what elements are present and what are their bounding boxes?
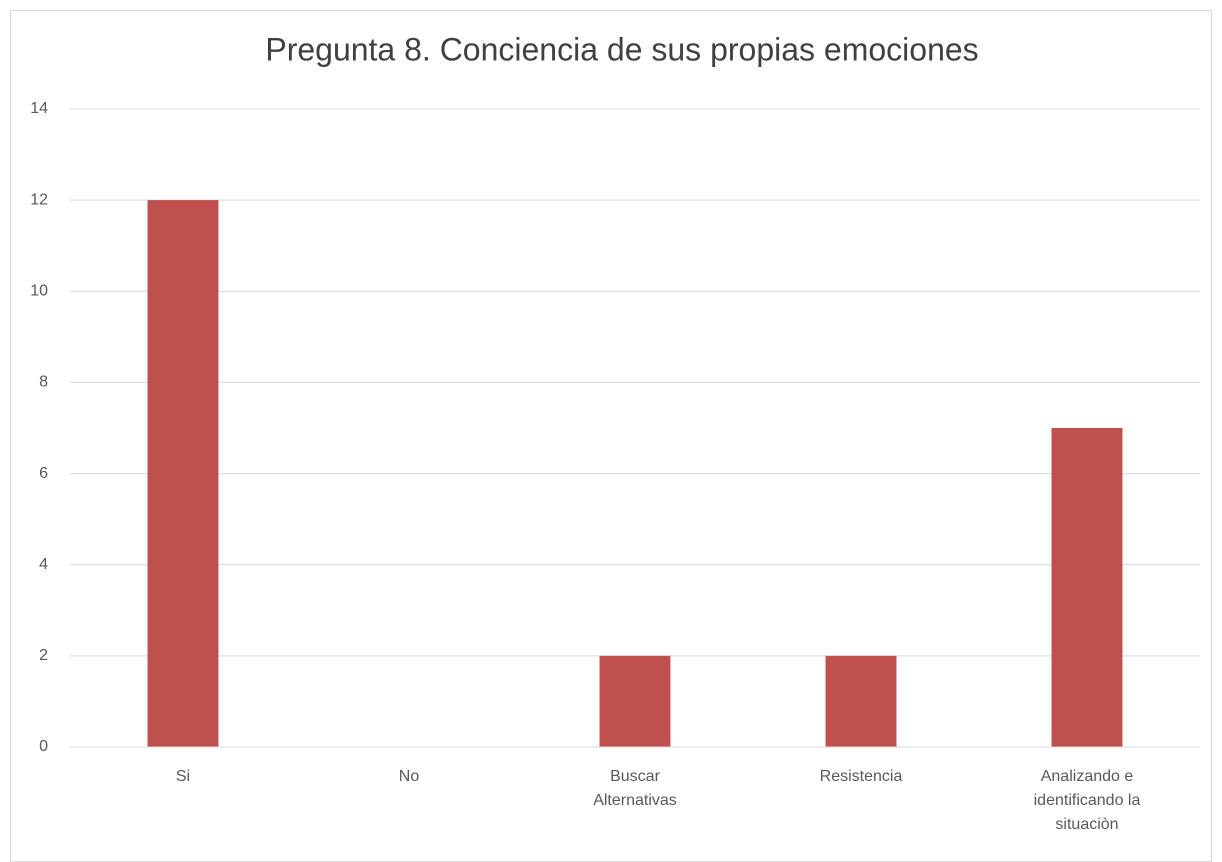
y-tick-label: 0 [39,738,48,755]
y-tick-label: 10 [30,283,48,300]
x-tick-label: No [399,768,420,785]
y-tick-label: 4 [39,556,48,573]
chart-title: Pregunta 8. Conciencia de sus propias em… [265,31,978,67]
x-tick-label: Analizando e identificando la situaciòn [1034,768,1141,833]
bar [599,655,671,747]
bar [147,200,219,748]
y-tick-label: 6 [39,465,48,482]
x-tick-label: Buscar Alternativas [593,768,677,809]
y-tick-label: 12 [30,191,48,208]
x-tick-label: Si [176,768,190,785]
y-tick-label: 2 [39,647,48,664]
y-tick-label: 8 [39,374,48,391]
x-tick-label: Resistencia [820,768,903,785]
bar [1051,428,1123,747]
bar [825,655,897,747]
y-tick-label: 14 [30,100,48,117]
